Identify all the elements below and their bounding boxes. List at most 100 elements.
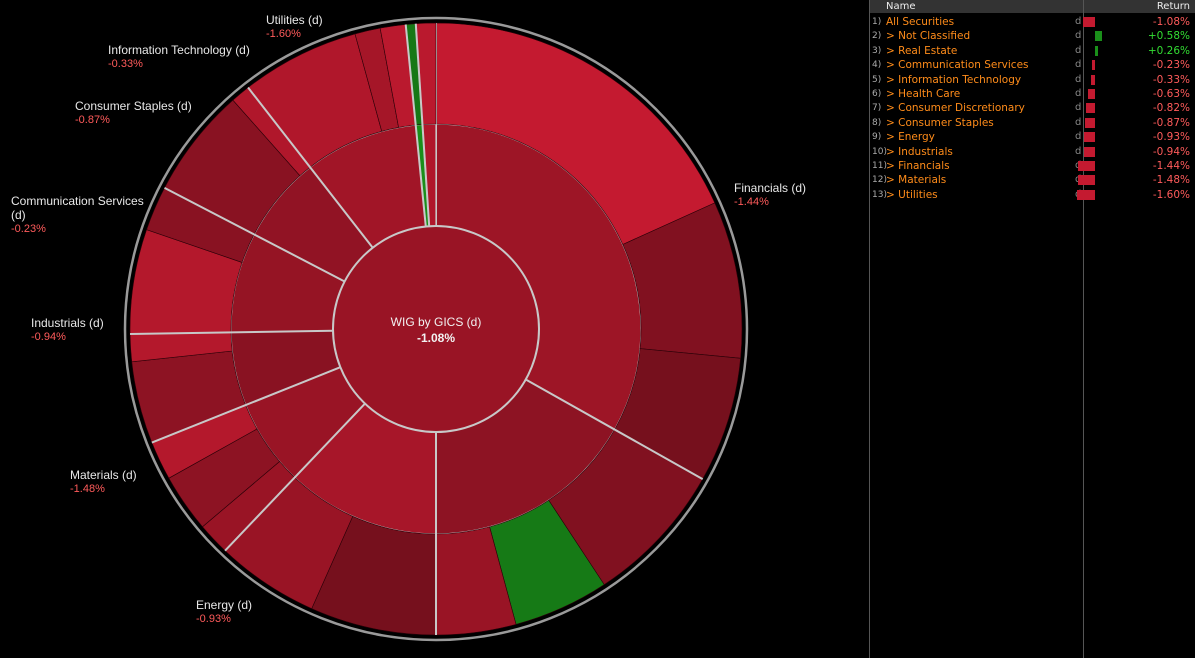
label-information-technology[interactable]: Information Technology (d) -0.33% (108, 43, 250, 70)
row-index: 8) (872, 117, 882, 128)
sector-separator-real-estate[interactable] (404, 24, 427, 227)
row-index: 12) (872, 175, 887, 186)
return-bar (1092, 60, 1095, 71)
table-row[interactable]: 7) > Consumer Discretionary d -0.82% (870, 101, 1195, 115)
table-row[interactable]: 2) > Not Classified d +0.58% (870, 29, 1195, 43)
sector-separator-consumer-staples[interactable] (130, 329, 334, 336)
chart-title: WIG by GICS (d) (390, 315, 482, 329)
row-return: -0.87% (1152, 116, 1190, 129)
label-communication-services[interactable]: Communication Services (d) -0.23% (11, 194, 144, 235)
row-flag: d (1075, 116, 1082, 128)
sector-separator-communication-services[interactable] (151, 366, 341, 444)
row-name[interactable]: > Communication Services (886, 59, 1029, 72)
sector-separator-industrials[interactable] (224, 402, 366, 552)
column-divider (1083, 0, 1084, 658)
table-row[interactable]: 5) > Information Technology d -0.33% (870, 73, 1195, 87)
table-row[interactable]: 11)> Financials d -1.44% (870, 159, 1195, 173)
row-index: 5) (872, 74, 882, 85)
row-name[interactable]: > Utilities (886, 188, 938, 201)
row-return: +0.26% (1147, 44, 1190, 57)
return-bar (1076, 189, 1095, 200)
label-financials[interactable]: Financials (d) -1.44% (734, 181, 807, 208)
label-energy[interactable]: Energy (d) -0.93% (196, 598, 253, 625)
row-name[interactable]: > Real Estate (886, 44, 958, 57)
row-flag: d (1075, 73, 1082, 85)
row-name[interactable]: > Industrials (886, 145, 953, 158)
row-return: -0.82% (1152, 102, 1190, 115)
row-index: 7) (872, 103, 882, 114)
table-row[interactable]: 6) > Health Care d -0.63% (870, 87, 1195, 101)
row-return: -0.63% (1152, 88, 1190, 100)
row-name[interactable]: > Health Care (886, 88, 961, 100)
row-return: -0.93% (1152, 131, 1190, 144)
label-industrials[interactable]: Industrials (d) -0.94% (31, 316, 104, 343)
label-consumer-staples[interactable]: Consumer Staples (d) -0.87% (75, 99, 192, 126)
row-flag: d (1075, 44, 1082, 56)
row-return: +0.58% (1147, 30, 1190, 43)
sector-separator-utilities[interactable] (247, 86, 374, 249)
return-bar (1077, 175, 1095, 186)
return-bar (1087, 89, 1095, 99)
row-return: -1.08% (1152, 16, 1190, 28)
row-name[interactable]: > Consumer Discretionary (886, 102, 1025, 115)
row-return: -1.60% (1152, 188, 1190, 201)
row-index: 10) (872, 146, 887, 157)
table-row[interactable]: 8) > Consumer Staples d -0.87% (870, 116, 1195, 130)
return-bar (1095, 31, 1102, 42)
table-row[interactable]: 10) > Industrials d -0.94% (870, 145, 1195, 159)
label-materials[interactable]: Materials (d) -1.48% (70, 468, 137, 495)
row-name[interactable]: > Materials (886, 174, 947, 187)
header-name[interactable]: Name (886, 1, 916, 12)
row-index: 11) (872, 161, 887, 171)
row-name[interactable]: All Securities (886, 16, 955, 28)
table-row[interactable]: 9) > Energy d -0.93% (870, 130, 1195, 144)
return-bar (1082, 17, 1095, 27)
row-return: -1.48% (1152, 174, 1190, 187)
row-return: -0.94% (1152, 145, 1190, 158)
sector-separator-energy[interactable] (525, 378, 704, 480)
row-index: 2) (872, 31, 882, 42)
return-bar (1085, 103, 1095, 114)
row-flag: d (1075, 30, 1082, 42)
row-name[interactable]: > Energy (886, 131, 935, 144)
table-row[interactable]: 12)> Materialsd-1.48% (870, 173, 1195, 187)
return-bar (1095, 45, 1098, 56)
row-flag: d (1075, 102, 1082, 114)
table-row[interactable]: 3) > Real Estate d +0.26% (870, 44, 1195, 58)
table-row[interactable]: 13)> Utilitiesd-1.60% (870, 188, 1195, 202)
return-bar (1084, 146, 1095, 157)
return-bar (1084, 117, 1095, 128)
row-name[interactable]: > Consumer Staples (886, 116, 994, 129)
sunburst-chart: WIG by GICS (d) -1.08% Utilities (d) -1.… (11, 13, 807, 642)
sector-separator-information-technology[interactable] (164, 186, 346, 283)
return-bar (1084, 132, 1095, 143)
center-circle[interactable] (332, 225, 540, 433)
row-index: 4) (872, 60, 882, 71)
row-flag: d (1075, 145, 1082, 157)
row-flag: d (1075, 59, 1082, 71)
row-flag: d (1075, 16, 1082, 27)
row-return: -0.23% (1152, 59, 1190, 72)
row-return: -1.44% (1152, 160, 1190, 172)
row-name[interactable]: > Information Technology (886, 73, 1022, 86)
row-index: 1) (872, 17, 882, 27)
row-index: 6) (872, 89, 882, 99)
return-bar (1091, 74, 1095, 85)
sector-separator-health-care[interactable] (414, 23, 431, 227)
row-flag: d (1075, 159, 1081, 173)
row-index: 9) (872, 132, 882, 143)
sunburst-svg (123, 16, 749, 642)
row-name[interactable]: > Not Classified (886, 30, 971, 43)
row-return: -0.33% (1152, 73, 1190, 86)
table-row[interactable]: 1) All Securities d -1.08% (870, 15, 1195, 29)
returns-panel: Name Return 1) All Securities d -1.08% 2) > N… (869, 0, 1195, 658)
row-flag: d (1075, 131, 1082, 143)
header-return[interactable]: Return (1156, 1, 1190, 12)
table-row[interactable]: 4) > Communication Services d -0.23% (870, 58, 1195, 72)
chart-center-label[interactable]: WIG by GICS (d) -1.08% (336, 314, 536, 346)
row-name[interactable]: > Financials (886, 160, 950, 172)
outer-rim[interactable] (123, 16, 749, 642)
row-index: 13) (872, 189, 887, 200)
label-utilities[interactable]: Utilities (d) -1.60% (266, 13, 323, 40)
sector-outer-financials-1[interactable] (435, 22, 716, 245)
